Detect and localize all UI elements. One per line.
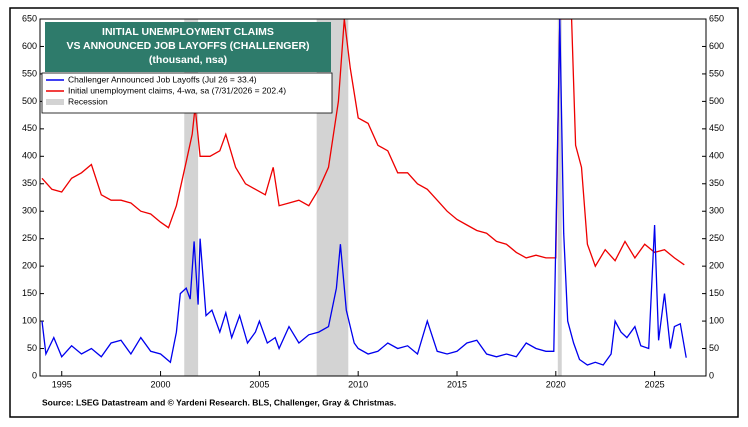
y2-tick-label: 50 — [709, 343, 719, 353]
y-tick-label: 100 — [22, 315, 37, 325]
x-tick-label: 2005 — [249, 379, 269, 389]
y2-tick-label: 350 — [709, 178, 724, 188]
chart-subtitle: (thousand, nsa) — [149, 54, 227, 66]
x-tick-label: 2015 — [447, 379, 467, 389]
y-tick-label: 200 — [22, 261, 37, 271]
recession-band — [557, 19, 562, 376]
y2-tick-label: 500 — [709, 96, 724, 106]
chart-title: INITIAL UNEMPLOYMENT CLAIMS — [102, 26, 274, 38]
y-tick-label: 250 — [22, 233, 37, 243]
series-line — [41, 19, 685, 268]
x-tick-label: 1995 — [52, 379, 72, 389]
source-note: Source: LSEG Datastream and © Yardeni Re… — [42, 397, 396, 407]
legend-label: Recession — [68, 96, 108, 106]
x-tick-label: 2010 — [348, 379, 368, 389]
legend-label: Challenger Announced Job Layoffs (Jul 26… — [68, 74, 257, 84]
legend — [41, 72, 333, 114]
y2-tick-label: 300 — [709, 206, 724, 216]
frame — [9, 7, 739, 418]
series-line — [41, 19, 687, 366]
plot-border — [39, 18, 707, 377]
y-tick-label: 300 — [22, 206, 37, 216]
y2-tick-label: 650 — [709, 13, 724, 23]
legend-swatch — [46, 99, 64, 105]
y-tick-label: 500 — [22, 96, 37, 106]
y2-tick-label: 400 — [709, 151, 724, 161]
y2-tick-label: 550 — [709, 68, 724, 78]
recession-band — [316, 19, 349, 376]
x-tick-label: 2000 — [151, 379, 171, 389]
x-tick-label: 2025 — [645, 379, 665, 389]
y2-tick-label: 150 — [709, 288, 724, 298]
y2-tick-label: 600 — [709, 41, 724, 51]
y-tick-label: 400 — [22, 151, 37, 161]
title-box — [45, 22, 331, 72]
y-tick-label: 50 — [27, 343, 37, 353]
y-tick-label: 600 — [22, 41, 37, 51]
legend-label: Initial unemployment claims, 4-wa, sa (7… — [68, 85, 286, 95]
y-tick-label: 350 — [22, 178, 37, 188]
y2-tick-label: 250 — [709, 233, 724, 243]
y2-tick-label: 0 — [709, 370, 714, 380]
y-tick-label: 0 — [32, 370, 37, 380]
y2-tick-label: 450 — [709, 123, 724, 133]
y-tick-label: 650 — [22, 13, 37, 23]
recession-band — [184, 19, 199, 376]
y-tick-label: 150 — [22, 288, 37, 298]
y-tick-label: 450 — [22, 123, 37, 133]
y-tick-label: 550 — [22, 68, 37, 78]
y2-tick-label: 200 — [709, 261, 724, 271]
y2-tick-label: 100 — [709, 315, 724, 325]
x-tick-label: 2020 — [546, 379, 566, 389]
chart-title: VS ANNOUNCED JOB LAYOFFS (CHALLENGER) — [66, 40, 309, 52]
